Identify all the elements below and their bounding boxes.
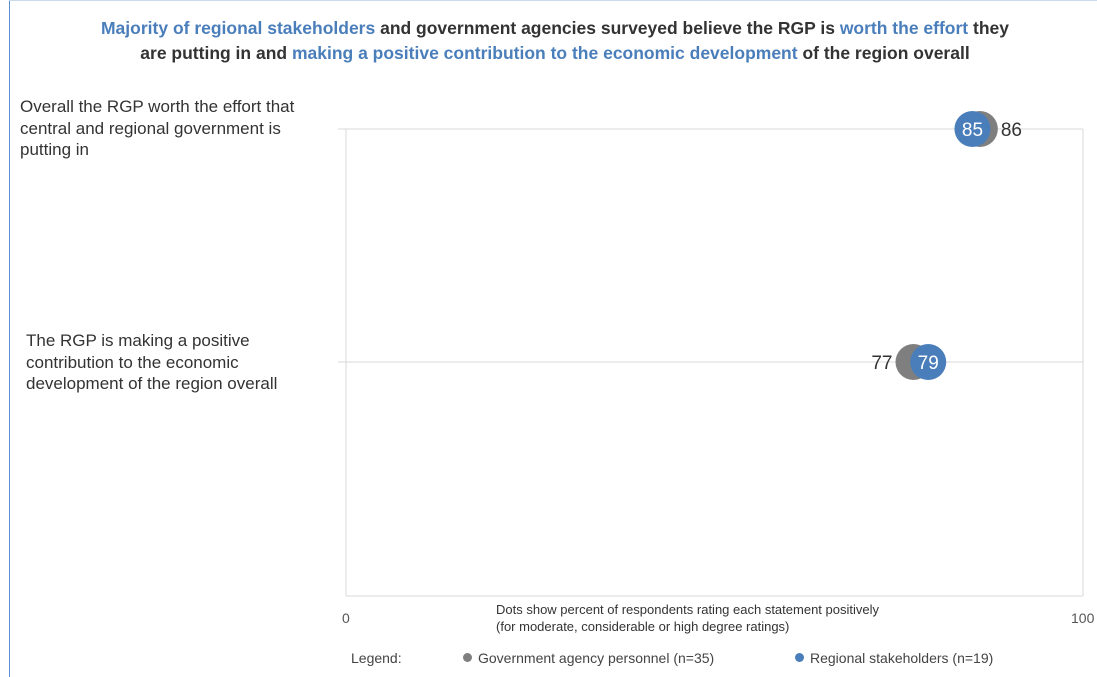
data-point-regional [954,111,991,147]
x-tick-label-max: 100 [1071,610,1095,626]
title-text: and government agencies surveyed believe… [375,18,840,38]
chart-title: Majority of regional stakeholders and go… [40,16,1070,66]
data-label-regional: 85 [962,120,983,141]
axis-note: Dots show percent of respondents rating … [496,601,879,635]
legend-label: Government agency personnel (n=35) [478,650,715,666]
legend-item-regional: Regional stakeholders (n=19) [795,650,993,666]
category-label-effort: Overall the RGP worth the effort that ce… [20,97,295,159]
x-tick-label-min: 0 [342,610,350,626]
data-label-government: 77 [871,353,892,374]
legend-dot-icon [463,653,472,662]
title-text: they [968,18,1009,38]
title-highlight: worth the effort [839,18,969,38]
axis-note-line: Dots show percent of respondents rating … [496,602,879,617]
data-label-regional: 79 [918,353,939,374]
data-point-regional [910,344,947,380]
frame-line [9,0,10,677]
data-label-government: 86 [1001,120,1022,141]
title-text: of the region overall [797,43,970,63]
legend-title: Legend: [351,650,402,666]
axis-note-line: (for moderate, considerable or high degr… [496,619,790,634]
title-text: are putting in and [140,43,292,63]
title-highlight: Majority of regional stakeholders [100,18,376,38]
legend-dot-icon [795,653,804,662]
title-highlight: making a positive contribution to the ec… [291,43,798,63]
frame-line [9,0,1097,1]
legend-label: Regional stakeholders (n=19) [810,650,994,666]
legend-item-government: Government agency personnel (n=35) [463,650,714,666]
category-label-contribution: The RGP is making a positive contributio… [26,331,278,393]
